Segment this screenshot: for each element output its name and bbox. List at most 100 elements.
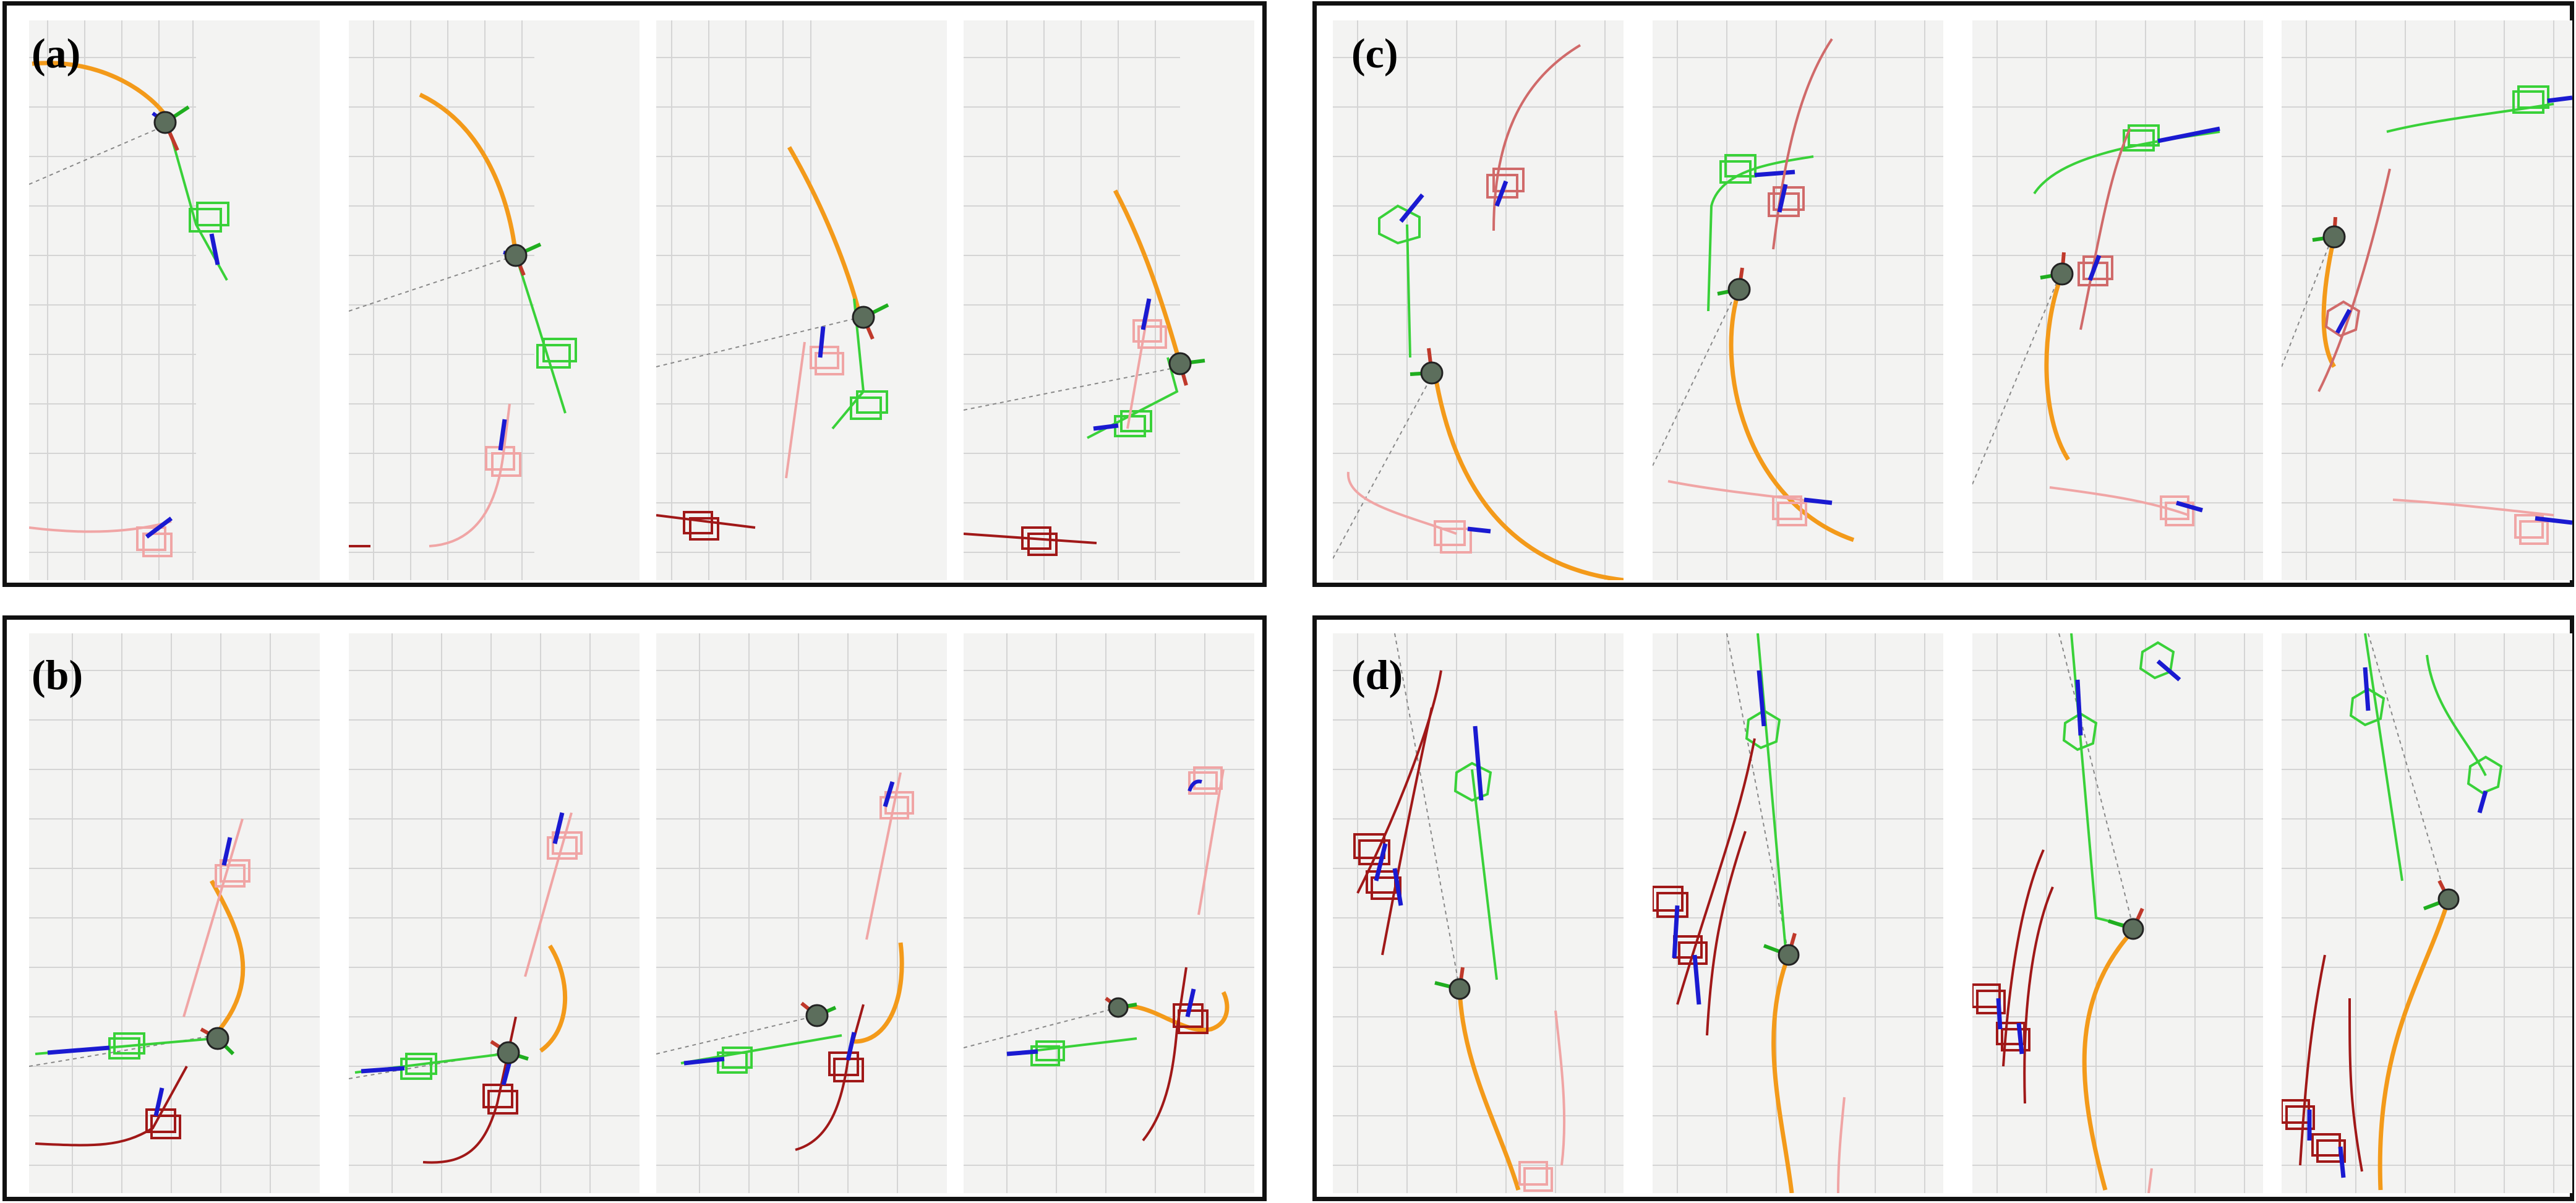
sim-view-a1 [29,20,320,580]
agent-pink-trajectory [785,341,806,479]
ground-grid [1972,633,2263,1193]
sim-view-d4 [2282,633,2572,1193]
ego-vehicle [503,242,542,276]
scene-d1 [1333,633,1624,1193]
sim-view-b4 [964,633,1254,1193]
ego-vehicle [2312,216,2346,249]
ground-grid [1333,20,1624,580]
agent-red-box [683,511,719,541]
ego-trajectory [2377,898,2451,1191]
agent-green-box [1719,154,1757,184]
agent-red-box [2324,300,2361,338]
sensor-ray [2058,633,2134,928]
agent-red-box [1486,168,1525,199]
sensor-ray [1394,633,1460,990]
agent-green-trajectory [1406,224,1411,358]
agent-red-trajectory [1772,38,1833,250]
sensor-ray [29,125,166,185]
panel-label: (d) [1351,651,1403,698]
sim-view-a2 [349,20,640,580]
agent-pink-trajectory [2049,486,2189,516]
agent-red-trajectory-2 [1706,831,1747,1036]
agent-green-trajectory [1707,155,1814,312]
ego-trajectory [854,942,904,1044]
agent-red-trajectory-2 [2023,886,2054,1104]
ground-grid [1653,633,1943,1193]
scene-b1 [29,633,320,1193]
scene-b4 [964,633,1254,1193]
ego-vehicle [2423,880,2460,910]
agent-green-box [189,202,229,233]
ground-grid [656,633,947,1193]
sim-view-b1 [29,633,320,1193]
ground-grid [964,20,1180,580]
ego-vehicle [1434,967,1471,1000]
agent-pink-trajectory [865,772,902,940]
agent-pink-box [1772,495,1807,526]
agent-pink-box [1434,520,1472,554]
ego-vehicle [1410,348,1444,385]
scene-a3 [656,20,889,580]
ego-trajectory [1457,988,1521,1191]
ego-vehicle [200,1027,235,1056]
agent-pink-box [215,859,250,888]
sensor-ray [656,317,861,367]
ground-grid [964,633,1254,1193]
agent-green-box [1378,204,1421,245]
agent-red-trajectory [1356,670,1442,894]
ego-vehicle [152,105,190,152]
scene-c4 [2282,20,2572,580]
agent-pink-box [1518,1161,1553,1192]
agent-red-trajectory [2317,168,2391,392]
agent-pink-trajectory [1837,1097,1846,1193]
agent-red-trajectory [422,1016,517,1164]
sim-view-b2 [349,633,640,1193]
scene-c2 [1653,20,1943,580]
ego-trajectory [2321,236,2337,368]
ground-grid [349,20,534,580]
sensor-ray [1726,633,1789,956]
ego-trajectory [1113,189,1183,364]
agent-red-trajectory [1142,967,1187,1142]
agent-green-trajectory [2033,131,2220,195]
ego-trajectory [2082,928,2135,1191]
agent-pink-box [547,831,583,860]
sim-view-a4 [964,20,1254,580]
agent-pink-trajectory [1197,769,1225,915]
agent-red-trajectory [2002,849,2045,1067]
scene-d4 [2282,633,2572,1193]
agent-green-box [536,338,577,369]
agent-red-box [1021,526,1058,556]
agent-red-box [1768,186,1805,217]
ground-grid [29,633,320,1193]
agent-green-trajectory [515,255,567,414]
ego-vehicle [490,1040,529,1064]
ego-trajectory [787,146,863,318]
scene-a2 [349,20,577,580]
agent-red-box [482,1084,518,1115]
panel-group-c: (c) [1312,1,2574,587]
ego-vehicle [1763,933,1800,966]
scene-b3 [656,633,947,1193]
ego-vehicle [1168,352,1205,386]
agent-green-box [1453,761,1492,802]
panel-label: (a) [32,30,81,77]
ground-grid [1333,633,1624,1193]
ego-trajectory [1432,372,1624,580]
sim-view-d1 [1333,633,1624,1193]
ground-grid [656,20,811,580]
agent-pink-box [810,346,844,375]
ground-grid [1972,20,2263,580]
agent-green-trajectory [2364,633,2403,881]
scene-d3 [1972,633,2263,1193]
agent-red-box [145,1108,181,1139]
scene-c1 [1333,20,1624,580]
agent-red-trajectory-2 [2348,998,2363,1172]
panel-group-b: (b) [2,615,1267,1201]
panel-label: (b) [32,651,83,698]
sensor-ray [1653,292,1737,466]
ego-trajectory [1771,954,1794,1193]
scene-d2 [1653,633,1943,1193]
ego-trajectory [419,92,518,256]
agent-pink-box [2514,514,2549,545]
